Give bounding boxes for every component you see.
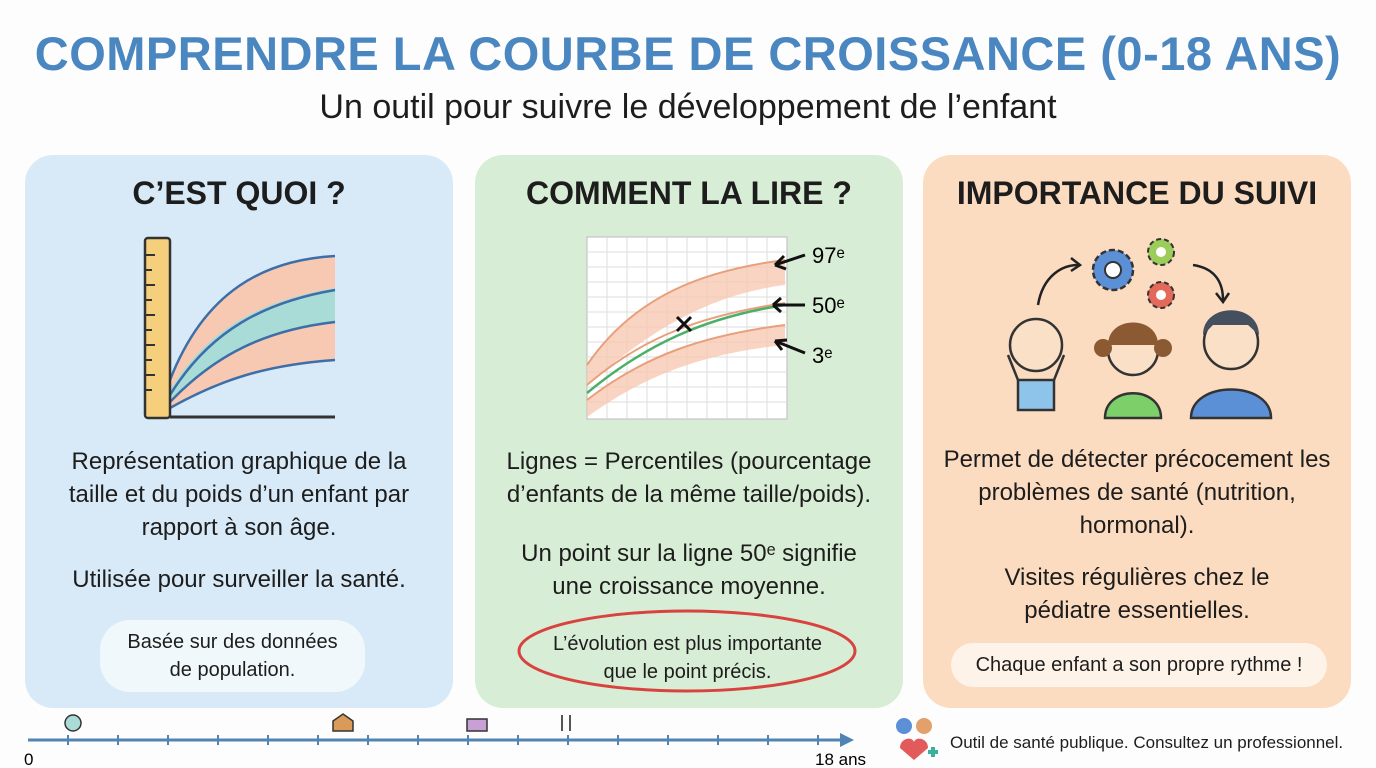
card: IMPORTANCE DU SUIVI Permet de détecter p…	[923, 155, 1351, 708]
percentile-label: 3ᵉ	[812, 343, 832, 368]
card-text: Représentation graphique de la taille et…	[68, 448, 410, 541]
card-heading: COMMENT LA LIRE ?	[526, 175, 852, 211]
card-note: Chaque enfant a son propre rythme !	[951, 643, 1327, 687]
growth-illustration	[143, 236, 336, 420]
card-heading: IMPORTANCE DU SUIVI	[956, 175, 1318, 211]
card-text: Un point sur la ligne 50ᵉ signifie une c…	[521, 540, 857, 600]
card-text: Permet de détecter précocement les probl…	[943, 446, 1331, 539]
percentile-label: 97ᵉ	[812, 243, 845, 268]
title: COMPRENDRE LA COURBE DE CROISSANCE (0-18…	[34, 27, 1342, 80]
timeline-start: 0	[24, 750, 33, 768]
card-note: L’évolution est plus importante que le p…	[552, 633, 823, 683]
card-text: Visites régulières chez le pédiatre esse…	[1004, 564, 1270, 624]
card-text: Utilisée pour surveiller la santé.	[72, 566, 406, 593]
people-illustration	[1006, 238, 1273, 420]
footer-text: Outil de santé publique. Consultez un pr…	[950, 733, 1344, 752]
health-icon	[896, 718, 938, 760]
card-heading: C’EST QUOI ?	[132, 175, 346, 211]
percentile-label: 50ᵉ	[812, 293, 845, 318]
card: C’EST QUOI ? Représentation graphique de…	[25, 155, 453, 708]
highlight-ellipse	[517, 609, 857, 693]
card-note: Basée sur des données de population.	[100, 620, 365, 692]
card: COMMENT LA LIRE ? 97ᵉ 50ᵉ 3ᵉ Lignes = Pe…	[475, 155, 903, 708]
timeline: 0 18 ans	[24, 713, 866, 768]
card-text: Lignes = Percentiles (pourcentage d’enfa…	[506, 448, 872, 508]
subtitle: Un outil pour suivre le développement de…	[319, 88, 1057, 126]
percentile-chart: 97ᵉ 50ᵉ 3ᵉ	[586, 236, 845, 420]
timeline-end: 18 ans	[815, 750, 866, 768]
